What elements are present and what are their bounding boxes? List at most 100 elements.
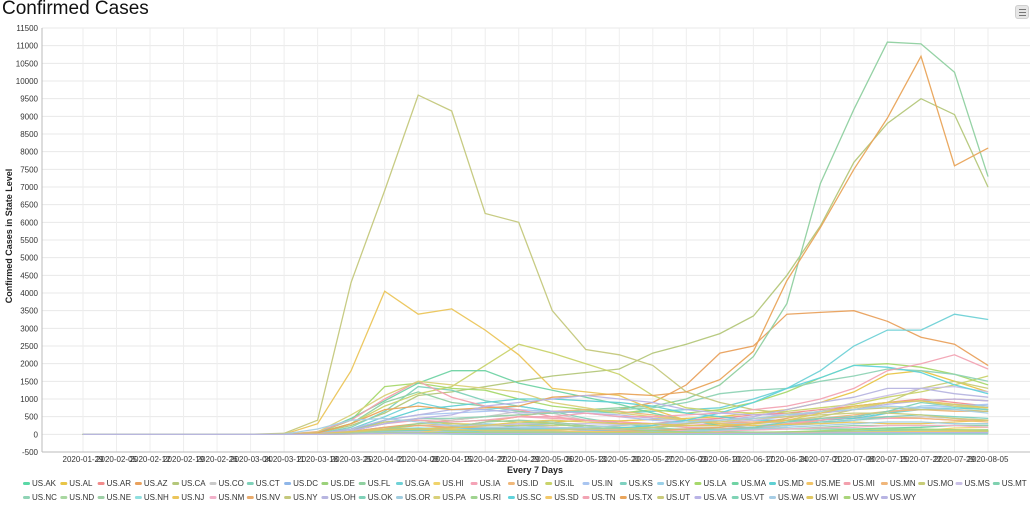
series-line[interactable] [83,431,989,435]
legend-item[interactable]: US.ND [60,493,94,502]
data-point[interactable] [819,423,822,425]
data-point[interactable] [719,417,721,420]
data-point[interactable] [451,412,453,414]
data-point[interactable] [484,364,486,367]
data-point[interactable] [417,313,419,315]
data-point[interactable] [786,412,788,414]
data-point[interactable] [618,420,620,422]
data-point[interactable] [819,377,822,379]
data-point[interactable] [886,423,889,425]
data-point[interactable] [920,405,922,407]
data-point[interactable] [585,424,587,427]
data-point[interactable] [585,409,587,411]
data-point[interactable] [551,424,553,427]
data-point[interactable] [484,426,486,428]
data-point[interactable] [786,423,788,426]
data-point[interactable] [853,412,855,414]
data-point[interactable] [953,384,956,386]
data-point[interactable] [484,410,486,412]
data-point[interactable] [652,352,654,354]
data-point[interactable] [719,384,721,386]
data-point[interactable] [719,432,721,435]
data-point[interactable] [953,401,956,404]
data-point[interactable] [920,336,922,338]
data-point[interactable] [618,401,620,404]
data-point[interactable] [484,428,486,430]
data-point[interactable] [484,419,486,421]
data-point[interactable] [853,416,855,418]
data-point[interactable] [853,391,855,393]
data-point[interactable] [819,182,822,185]
data-point[interactable] [652,419,654,421]
data-point[interactable] [853,421,855,423]
data-point[interactable] [518,382,520,384]
data-point[interactable] [585,429,587,431]
data-point[interactable] [853,433,855,435]
data-point[interactable] [752,417,754,420]
data-point[interactable] [886,122,889,124]
data-point[interactable] [786,416,788,418]
legend-item[interactable]: US.OH [321,493,356,502]
data-point[interactable] [987,432,989,434]
legend-item[interactable]: US.MN [880,479,916,488]
legend-item[interactable]: US.PA [433,493,466,502]
data-point[interactable] [886,329,889,331]
data-point[interactable] [451,421,453,423]
data-point[interactable] [417,391,419,393]
data-point[interactable] [752,315,754,317]
data-point[interactable] [317,428,319,430]
data-point[interactable] [685,417,687,420]
data-point[interactable] [953,405,956,407]
data-point[interactable] [685,398,687,400]
data-point[interactable] [752,409,754,411]
legend-item[interactable]: US.VT [731,493,765,502]
data-point[interactable] [719,421,721,423]
data-point[interactable] [886,366,889,368]
data-point[interactable] [920,423,922,425]
data-point[interactable] [786,313,788,315]
data-point[interactable] [719,352,721,354]
data-point[interactable] [618,412,620,414]
legend-item[interactable]: US.VA [694,493,727,502]
legend-item[interactable]: US.UT [657,493,690,502]
data-point[interactable] [585,412,587,414]
data-point[interactable] [484,433,486,435]
data-point[interactable] [819,419,822,421]
data-point[interactable] [182,433,185,435]
data-point[interactable] [886,370,889,372]
data-point[interactable] [216,433,218,435]
data-point[interactable] [987,368,989,370]
data-point[interactable] [886,429,889,431]
data-point[interactable] [451,389,453,391]
data-point[interactable] [953,398,956,400]
data-point[interactable] [652,424,654,427]
data-point[interactable] [953,373,956,375]
chart-menu-button[interactable] [1015,5,1029,19]
data-point[interactable] [886,401,889,404]
data-point[interactable] [752,429,754,431]
data-point[interactable] [853,424,855,427]
data-point[interactable] [618,424,620,427]
series-us-wy[interactable] [82,431,989,435]
data-point[interactable] [819,424,822,427]
data-point[interactable] [920,431,922,434]
data-point[interactable] [886,387,889,389]
data-point[interactable] [451,387,453,389]
data-point[interactable] [953,343,956,345]
data-point[interactable] [786,428,788,430]
data-point[interactable] [451,391,453,393]
data-point[interactable] [953,427,956,429]
data-point[interactable] [585,400,587,402]
data-point[interactable] [551,398,553,400]
data-point[interactable] [987,318,989,321]
data-point[interactable] [786,280,788,282]
data-point[interactable] [451,419,453,421]
data-point[interactable] [384,400,386,402]
data-point[interactable] [685,428,687,430]
data-point[interactable] [819,410,822,412]
legend-item[interactable]: US.MO [918,479,953,488]
data-point[interactable] [551,352,553,354]
data-point[interactable] [920,401,922,404]
data-point[interactable] [987,417,989,420]
data-point[interactable] [853,168,855,170]
